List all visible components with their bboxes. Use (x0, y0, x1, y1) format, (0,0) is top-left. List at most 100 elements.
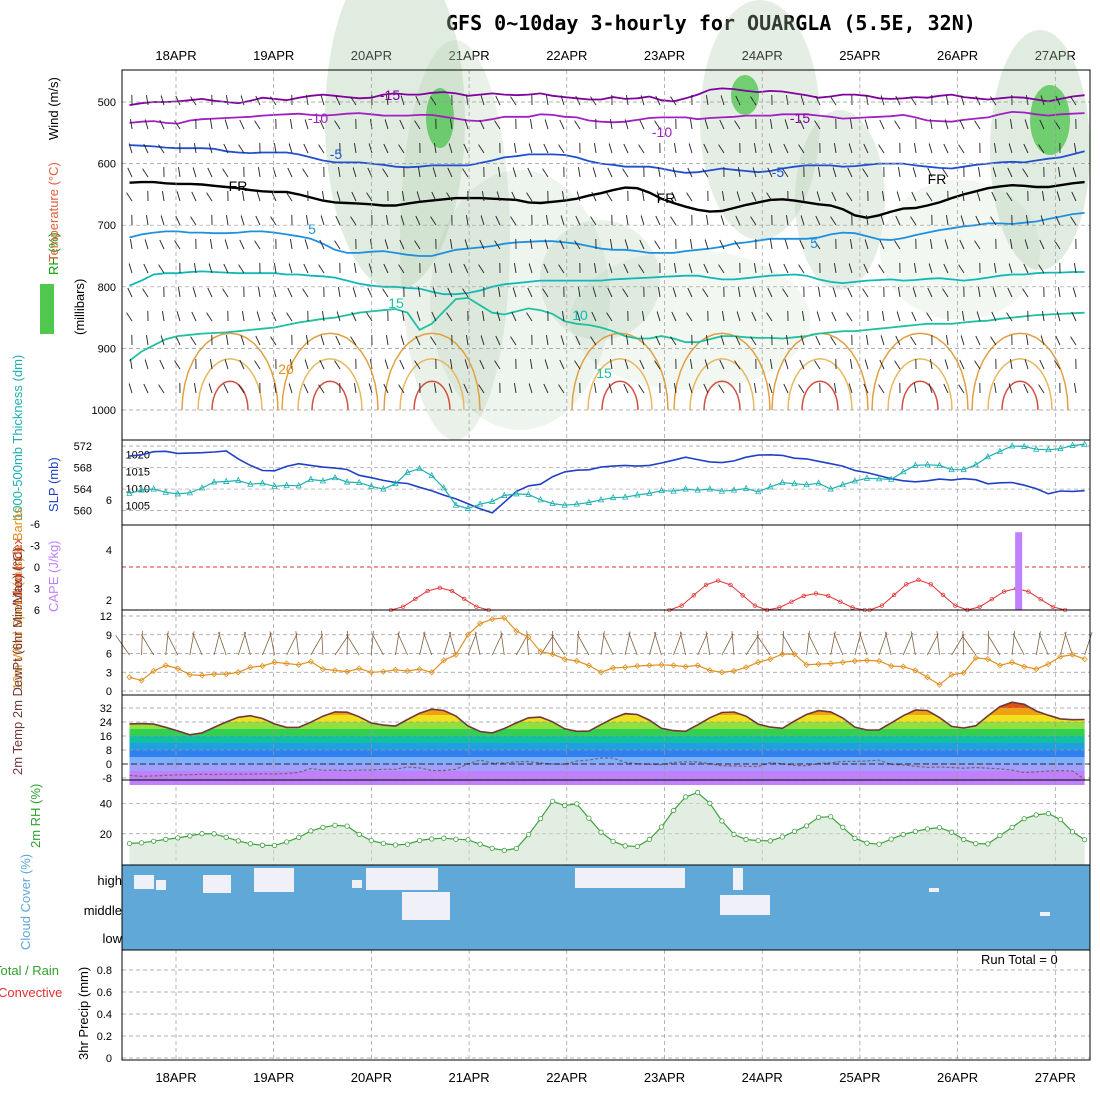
wind-barb (243, 631, 251, 656)
wind-barb (608, 263, 613, 274)
wind-barb (384, 119, 389, 130)
wind-barb (848, 143, 853, 154)
temp-band (129, 708, 1085, 715)
top-date-label: 24APR (742, 48, 783, 63)
top-date-label: 18APR (155, 48, 196, 63)
wind-barb (928, 383, 933, 394)
wind-barb (305, 95, 309, 106)
wind-barb (576, 191, 581, 202)
wind-barb (975, 95, 981, 106)
wind-barb (206, 312, 213, 322)
wind-barb (500, 631, 505, 656)
wind-barb (654, 120, 661, 130)
wind-barb (945, 95, 949, 106)
cape-tick-label: 6 (106, 495, 112, 507)
wind-barb (960, 95, 965, 106)
wind-barb (351, 191, 357, 202)
wind-barb (337, 287, 341, 298)
rh-point (803, 823, 810, 829)
wind-barb (464, 239, 469, 250)
thickness-point (573, 500, 580, 507)
wind-barb (545, 95, 549, 106)
wind10m-label: 10m Wind Speed (m/s) & Barbs (10, 507, 25, 690)
wind-barb (913, 143, 917, 154)
wind-barb (334, 120, 341, 130)
wind-barb (736, 191, 741, 202)
upper-air-ylabel: RH (%) (46, 232, 61, 275)
wind10m-line (129, 617, 1085, 686)
rh-point (1021, 816, 1027, 822)
wind-barb (479, 359, 485, 370)
warm-contour (399, 358, 465, 411)
wind-barb (304, 359, 309, 370)
wind-barb (385, 215, 389, 226)
thickness-point (682, 485, 689, 492)
wind-barb (416, 191, 421, 202)
wind-barb (879, 239, 885, 250)
wind-barb (830, 96, 837, 106)
wind-barb (1022, 288, 1029, 298)
rh-point (235, 838, 241, 844)
wind-barb (302, 288, 309, 298)
cloud-patch (1040, 912, 1050, 916)
wind-barb (655, 335, 661, 346)
wind-barb (218, 632, 227, 656)
rh2m-label: 2m RH (%) (28, 784, 43, 848)
lifted-point (752, 603, 758, 608)
wind-barb (526, 312, 533, 322)
lifted-point (928, 582, 933, 587)
thickness-point (912, 461, 919, 468)
lifted-point (413, 596, 418, 602)
warm-contour (311, 380, 349, 411)
wind-barb (223, 263, 229, 274)
wind10m-point (198, 672, 206, 679)
thickness-point (791, 479, 798, 487)
wind-barb (864, 359, 869, 370)
wind-barb (1073, 263, 1077, 274)
top-date-axis: 18APR 19APR 20APR 21APR 22APR 23APR 24APR 25APR… (155, 48, 1076, 63)
wind-barb (638, 144, 645, 154)
wind-barb (433, 263, 437, 274)
wind-barb (1073, 143, 1077, 154)
rh-point (344, 823, 350, 829)
thickness-point (658, 486, 665, 494)
thickness-point (888, 475, 895, 482)
wind-barb (655, 95, 661, 106)
wind-barb (158, 384, 165, 394)
wind-barb (784, 239, 789, 250)
wind-barb (321, 311, 325, 322)
wind-barb (575, 95, 581, 106)
wind-barb (479, 119, 485, 130)
wind10m-point (960, 669, 967, 676)
wind-barb (911, 311, 917, 322)
wind-barb (318, 264, 325, 274)
wind-barb (756, 634, 771, 656)
wind10m-point (863, 657, 871, 664)
wind-barb (769, 359, 773, 370)
pressure-tick-label: 900 (98, 343, 116, 355)
wind-barb (958, 264, 965, 274)
wind-barb (480, 215, 485, 226)
top-date-label: 20APR (351, 48, 392, 63)
wind-barb (449, 239, 453, 250)
rh-point (900, 831, 906, 838)
wind-barb (863, 383, 869, 394)
wind10m-point (537, 648, 544, 655)
wind-barb (767, 287, 773, 298)
wind-tick-label: 3 (106, 667, 112, 679)
warm-contour (1001, 380, 1039, 411)
wind-barb (833, 383, 837, 394)
wind-barb (177, 167, 181, 178)
thickness-point (428, 471, 435, 479)
wind-barb (1024, 239, 1029, 250)
wind-barb (255, 95, 261, 106)
wind-barb (928, 263, 933, 274)
contour-label: -15 (380, 87, 400, 103)
wind10m-point (525, 634, 532, 641)
contour-label: -5 (330, 146, 343, 162)
wind-barb (127, 167, 133, 178)
wind-barb (286, 633, 298, 656)
wind-barb (670, 216, 677, 226)
wind10m-point (924, 674, 931, 681)
rh-point (404, 841, 411, 847)
